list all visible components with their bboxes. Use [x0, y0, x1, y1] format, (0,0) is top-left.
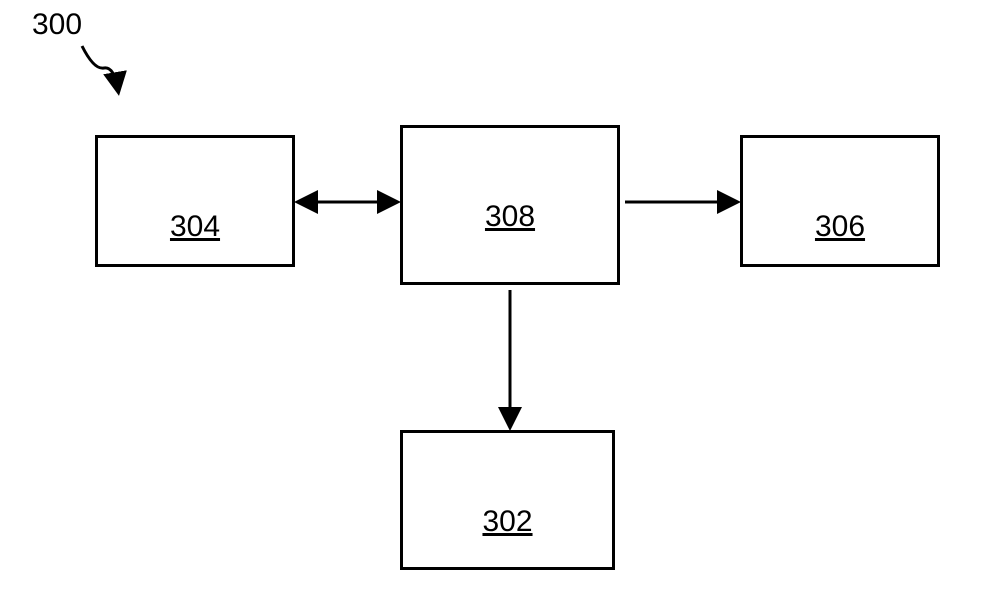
- block-306-label: 306: [815, 210, 865, 244]
- block-304: 304: [95, 135, 295, 267]
- figure-pointer-arrow: [82, 46, 118, 90]
- block-304-label: 304: [170, 210, 220, 244]
- block-308: 308: [400, 125, 620, 285]
- diagram-canvas: 300 304 308 306 302: [0, 0, 1000, 610]
- block-306: 306: [740, 135, 940, 267]
- block-302: 302: [400, 430, 615, 570]
- block-302-label: 302: [482, 505, 532, 539]
- block-308-label: 308: [485, 200, 535, 234]
- figure-label: 300: [32, 8, 82, 42]
